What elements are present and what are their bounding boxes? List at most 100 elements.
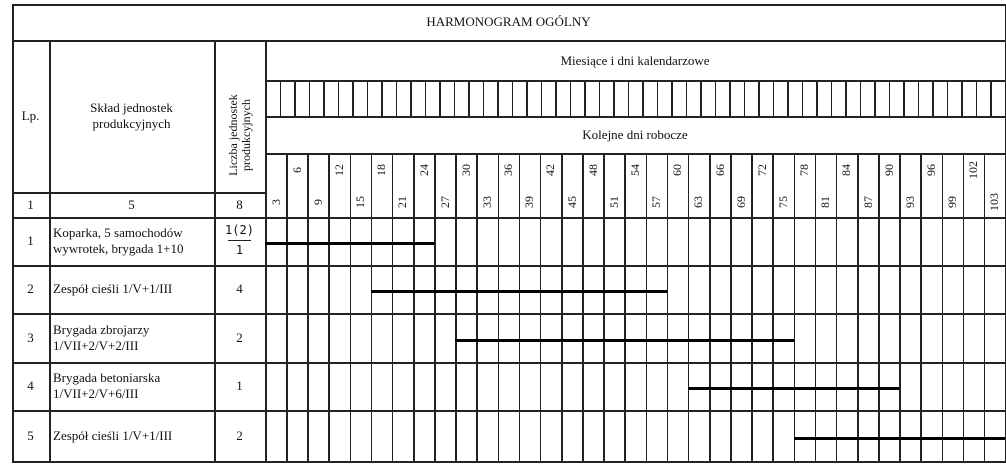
row-liczba-numerator: 1(2) (225, 223, 254, 237)
grid-line (603, 153, 605, 461)
day-label: 6 (289, 167, 304, 173)
row-lp: 3 (27, 329, 34, 345)
grid-line (656, 80, 659, 116)
grid-line (497, 153, 500, 461)
grid-line (12, 313, 1006, 315)
day-label: 63 (691, 196, 706, 208)
header-liczba: Liczba jednostek produkcyjnych (225, 94, 253, 176)
grid-line (539, 153, 542, 461)
grid-line (857, 153, 859, 461)
grid-line (468, 80, 470, 116)
grid-line (714, 80, 717, 116)
grid-line (424, 80, 427, 116)
day-label: 78 (797, 164, 812, 176)
row-sklad: Zespół cieśli 1/V+1/III (53, 427, 173, 443)
grid-line (962, 153, 965, 461)
grid-line (352, 80, 354, 116)
grid-line (12, 410, 1006, 412)
grid-line (476, 153, 478, 461)
grid-line (12, 40, 1006, 42)
grid-line (294, 80, 296, 116)
day-label: 30 (458, 164, 473, 176)
row-sklad: Brygada zbrojarzy (53, 321, 150, 337)
grid-line (12, 192, 266, 194)
grid-line (845, 80, 847, 116)
day-label: 48 (585, 164, 600, 176)
grid-line (801, 80, 804, 116)
row-sklad: 1/VII+2/V+6/III (53, 386, 139, 401)
grid-line (793, 153, 796, 461)
grid-line (946, 80, 949, 116)
day-label: 27 (437, 196, 452, 208)
day-label: 60 (670, 164, 685, 176)
grid-line (830, 80, 833, 116)
fraction-line (228, 240, 251, 241)
grid-line (410, 80, 412, 116)
grid-line (888, 80, 891, 116)
day-label: 42 (543, 164, 558, 176)
column-number: 8 (236, 197, 243, 212)
grid-line (482, 80, 485, 116)
grid-line (941, 153, 944, 461)
grid-line (772, 153, 774, 461)
header-miesiace: Miesiące i dni kalendarzowe (560, 53, 710, 68)
grid-line (561, 153, 563, 461)
day-label: 24 (416, 164, 431, 176)
grid-line (323, 80, 325, 116)
grid-line (932, 80, 934, 116)
grid-line (511, 80, 514, 116)
row-liczba: 2 (236, 329, 243, 345)
grid-line (455, 153, 457, 461)
grid-line (569, 80, 572, 116)
grid-line (453, 80, 456, 116)
grid-line (582, 153, 584, 461)
grid-line (859, 80, 862, 116)
row-sklad: 1/VII+2/V+2/III (53, 337, 139, 353)
grid-line (687, 153, 690, 461)
grid-line (265, 153, 1006, 155)
grid-line (917, 80, 920, 116)
row-sklad: Zespół cieśli 1/V+1/III (53, 281, 173, 296)
grid-line (990, 80, 992, 116)
header-kolejne: Kolejne dni robocze (582, 127, 688, 142)
row-liczba-denominator: 1 (235, 243, 244, 257)
row-sklad: Koparka, 5 samochodów (53, 225, 183, 240)
row-liczba: 2 (236, 427, 243, 443)
day-label: 21 (395, 196, 410, 208)
grid-line (666, 153, 669, 461)
column-number: 1 (27, 197, 34, 212)
grid-line (279, 80, 281, 116)
grid-line (526, 80, 528, 116)
day-label: 66 (712, 164, 727, 176)
grid-line (12, 4, 14, 461)
row-lp: 1 (27, 233, 34, 248)
day-label: 87 (860, 196, 875, 208)
day-label: 3 (268, 199, 283, 205)
grid-line (961, 80, 963, 116)
day-label: 54 (628, 164, 642, 176)
grid-line (395, 80, 398, 116)
grid-line (12, 4, 1006, 6)
grid-line (975, 80, 978, 116)
day-label: 33 (480, 196, 494, 208)
day-label: 57 (649, 196, 664, 208)
grid-line (814, 153, 817, 461)
day-label: 103 (987, 193, 1002, 211)
grid-line (49, 40, 51, 461)
grid-line (613, 80, 615, 116)
grid-line (598, 80, 601, 116)
grid-line (497, 80, 499, 116)
header-sklad: Skład jednostek produkcyjnych (90, 100, 173, 131)
day-label: 36 (501, 164, 516, 176)
grid-line (787, 80, 789, 116)
grid-line (265, 80, 1006, 82)
row-lp: 2 (27, 281, 34, 296)
day-label: 69 (733, 196, 748, 208)
grid-line (903, 80, 905, 116)
grid-line (685, 80, 688, 116)
row-lp: 4 (27, 378, 34, 393)
day-label: 75 (776, 196, 790, 208)
day-label: 102 (966, 161, 981, 179)
grid-line (920, 153, 922, 461)
day-label: 18 (374, 164, 389, 176)
